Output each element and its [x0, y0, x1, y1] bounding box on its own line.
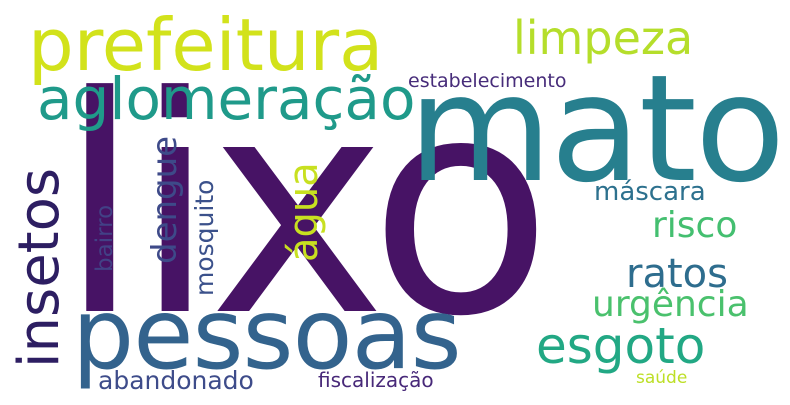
word-bairro: bairro	[92, 204, 118, 272]
word-fiscalizacao: fiscalização	[318, 368, 434, 392]
word-insetos: insetos	[7, 167, 72, 368]
word-prefeitura: prefeitura	[28, 3, 384, 87]
word-mascara: máscara	[594, 177, 706, 207]
word-estabelecimento: estabelecimento	[408, 70, 567, 92]
word-dengue: dengue	[145, 135, 185, 264]
word-agua: água	[281, 162, 327, 262]
word-saude: saúde	[636, 368, 688, 388]
word-esgoto: esgoto	[536, 317, 706, 375]
word-mosquito: mosquito	[190, 179, 219, 296]
word-aglomeracao: aglomeração	[37, 65, 416, 133]
word-limpeza: limpeza	[513, 11, 694, 65]
word-risco: risco	[652, 205, 738, 246]
word-mato: mato	[408, 43, 785, 215]
word-abandonado: abandonado	[98, 366, 254, 395]
word-pessoas: pessoas	[72, 278, 462, 392]
word-urgencia: urgência	[592, 284, 749, 325]
word-ratos: ratos	[626, 251, 728, 297]
word-lixo: lixo	[58, 33, 553, 382]
